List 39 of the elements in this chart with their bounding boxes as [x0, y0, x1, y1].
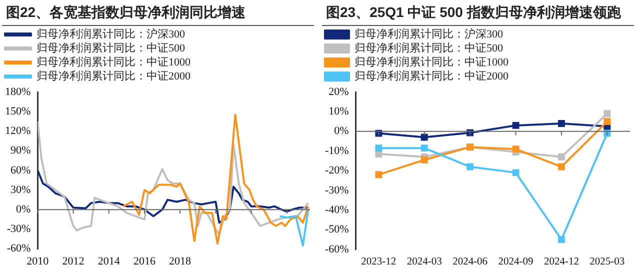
- y-tick-label: -30%: [6, 223, 31, 236]
- x-tick-label: 2024-12: [544, 256, 579, 268]
- y-tick-label: 90%: [10, 144, 31, 157]
- y-tick-label: 0%: [334, 125, 349, 138]
- y-tick-label: -40%: [325, 204, 349, 216]
- x-tick-label: 2018: [169, 255, 192, 268]
- y-tick-label: -10%: [325, 144, 349, 157]
- x-tick-label: 2024-03: [406, 256, 442, 268]
- y-tick-label: -30%: [325, 184, 349, 196]
- legend-label: 归母净利润累计同比：沪深300: [36, 27, 186, 40]
- legend-label: 归母净利润累计同比：沪深300: [354, 27, 504, 40]
- y-tick-label: 20%: [328, 86, 349, 98]
- legend-label: 归母净利润累计同比：中证2000: [36, 69, 191, 82]
- x-tick-label: 2016: [133, 255, 156, 268]
- legend-label: 归母净利润累计同比：中证1000: [354, 55, 509, 68]
- y-tick-label: 0%: [16, 203, 31, 216]
- legend-label: 归母净利润累计同比：中证2000: [354, 69, 509, 82]
- y-tick-label: 120%: [4, 125, 31, 138]
- y-tick-label: 60%: [10, 164, 31, 176]
- x-tick-label: 2010: [26, 255, 50, 268]
- legend-label: 归母净利润累计同比：中证500: [354, 41, 504, 54]
- x-tick-label: 2025-03: [590, 256, 625, 268]
- y-tick-label: -60%: [325, 243, 349, 256]
- chart-title: 图23、25Q1 中证 500 指数归母净利润增速领跑: [322, 0, 634, 26]
- x-tick-label: 2024-06: [452, 256, 488, 268]
- y-tick-label: 30%: [10, 184, 31, 196]
- y-tick-label: 150%: [4, 105, 31, 118]
- x-tick-label: 2012: [62, 255, 84, 268]
- legend-label: 归母净利润累计同比：中证500: [36, 41, 186, 54]
- legend-label: 归母净利润累计同比：中证1000: [36, 55, 191, 68]
- x-tick-label: 2023-12: [361, 256, 396, 268]
- y-tick-label: -60%: [6, 242, 31, 255]
- y-tick-label: -20%: [325, 164, 349, 177]
- y-tick-label: 10%: [328, 106, 349, 118]
- y-tick-label: 180%: [4, 86, 31, 98]
- chart-title: 图22、各宽基指数归母净利润同比增速: [2, 0, 314, 26]
- y-tick-label: -50%: [325, 224, 349, 236]
- x-tick-label: 2014: [98, 255, 120, 268]
- x-tick-label: 2024-09: [498, 256, 534, 268]
